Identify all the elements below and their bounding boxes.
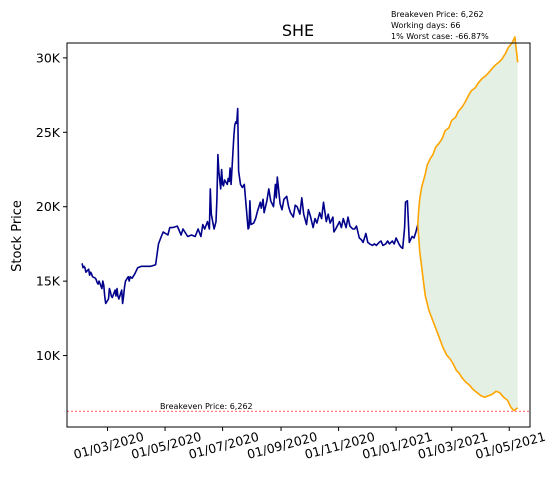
projection-band (417, 37, 518, 411)
info-working-days: Working days: 66 (391, 21, 460, 30)
history-line (81, 107, 419, 305)
breakeven-label: Breakeven Price: 6,262 (160, 402, 253, 411)
y-tick-label: 20K (36, 199, 61, 214)
projection-upper-line (417, 36, 519, 225)
y-tick-label: 10K (36, 348, 61, 363)
plot-area-frame (66, 42, 531, 428)
y-axis: 10K 15K 20K 25K 30K (36, 50, 67, 363)
projection-lower-line (417, 224, 519, 412)
chart-title: SHE (282, 21, 314, 40)
y-tick-label: 30K (36, 50, 61, 65)
y-axis-label: Stock Price (10, 200, 25, 272)
y-tick-label: 15K (36, 274, 61, 289)
info-worst-case: 1% Worst case: -66.87% (391, 32, 489, 41)
series-lines-layer (81, 36, 519, 412)
info-breakeven: Breakeven Price: 6,262 (391, 10, 484, 19)
projection-band-layer (417, 37, 518, 411)
y-tick-label: 25K (36, 125, 61, 140)
